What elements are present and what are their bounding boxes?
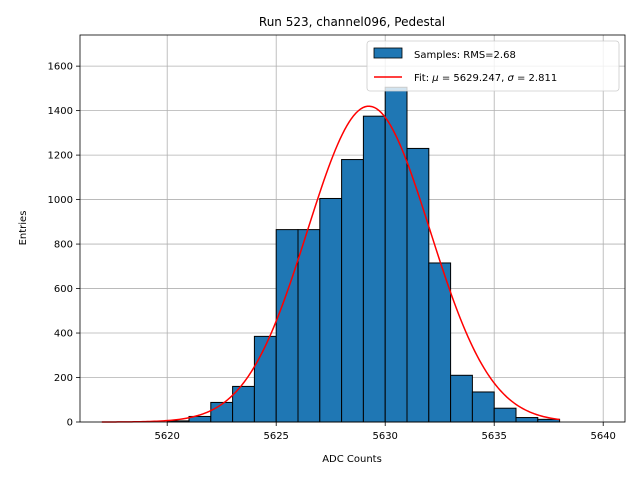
plot-frame <box>79 34 626 423</box>
x-axis-label: ADC Counts <box>322 454 382 465</box>
histogram-bar <box>515 417 539 423</box>
legend: Samples: RMS=2.68 Fit: μ = 5629.247, σ =… <box>366 40 620 92</box>
y-tick-label: 1200 <box>48 151 73 162</box>
histogram-bar <box>253 335 277 423</box>
chart-title: Run 523, channel096, Pedestal <box>259 15 445 29</box>
fit-curve <box>101 105 560 423</box>
histogram-bar <box>406 147 430 423</box>
y-tick-label: 400 <box>54 329 73 340</box>
y-tick-label: 1000 <box>48 195 73 206</box>
x-tick-label: 5620 <box>154 431 179 442</box>
y-tick-label: 1400 <box>48 106 73 117</box>
y-tick-label: 800 <box>54 240 73 251</box>
y-axis-label: Entries <box>18 211 29 246</box>
x-tick-label: 5630 <box>372 431 397 442</box>
x-tick-label: 5635 <box>481 431 506 442</box>
y-tick-label: 1600 <box>48 62 73 73</box>
histogram-bar <box>450 374 473 423</box>
x-tick-label: 5625 <box>263 431 288 442</box>
histogram-bar <box>319 197 343 423</box>
y-tick-label: 600 <box>54 284 73 295</box>
histogram-bar <box>341 159 364 423</box>
legend-box <box>366 40 620 92</box>
x-axis-ticks: 5620 5625 5630 5635 5640 <box>154 422 616 442</box>
histogram-bar <box>471 391 495 423</box>
legend-swatch-samples <box>373 47 403 59</box>
y-axis-ticks: 0 200 400 600 800 1000 1200 1400 1600 <box>48 62 80 429</box>
histogram-bar <box>275 229 299 423</box>
histogram-bar <box>362 115 386 423</box>
y-tick-label: 200 <box>54 373 73 384</box>
histogram-bar <box>428 262 452 423</box>
histogram-bar <box>493 407 517 423</box>
histogram-bar <box>210 401 234 423</box>
legend-label-samples: Samples: RMS=2.68 <box>414 50 516 61</box>
legend-label-fit: Fit: μ = 5629.247, σ = 2.811 <box>414 73 557 84</box>
x-tick-label: 5640 <box>590 431 615 442</box>
y-tick-label: 0 <box>67 418 73 429</box>
histogram-bar <box>297 229 321 423</box>
